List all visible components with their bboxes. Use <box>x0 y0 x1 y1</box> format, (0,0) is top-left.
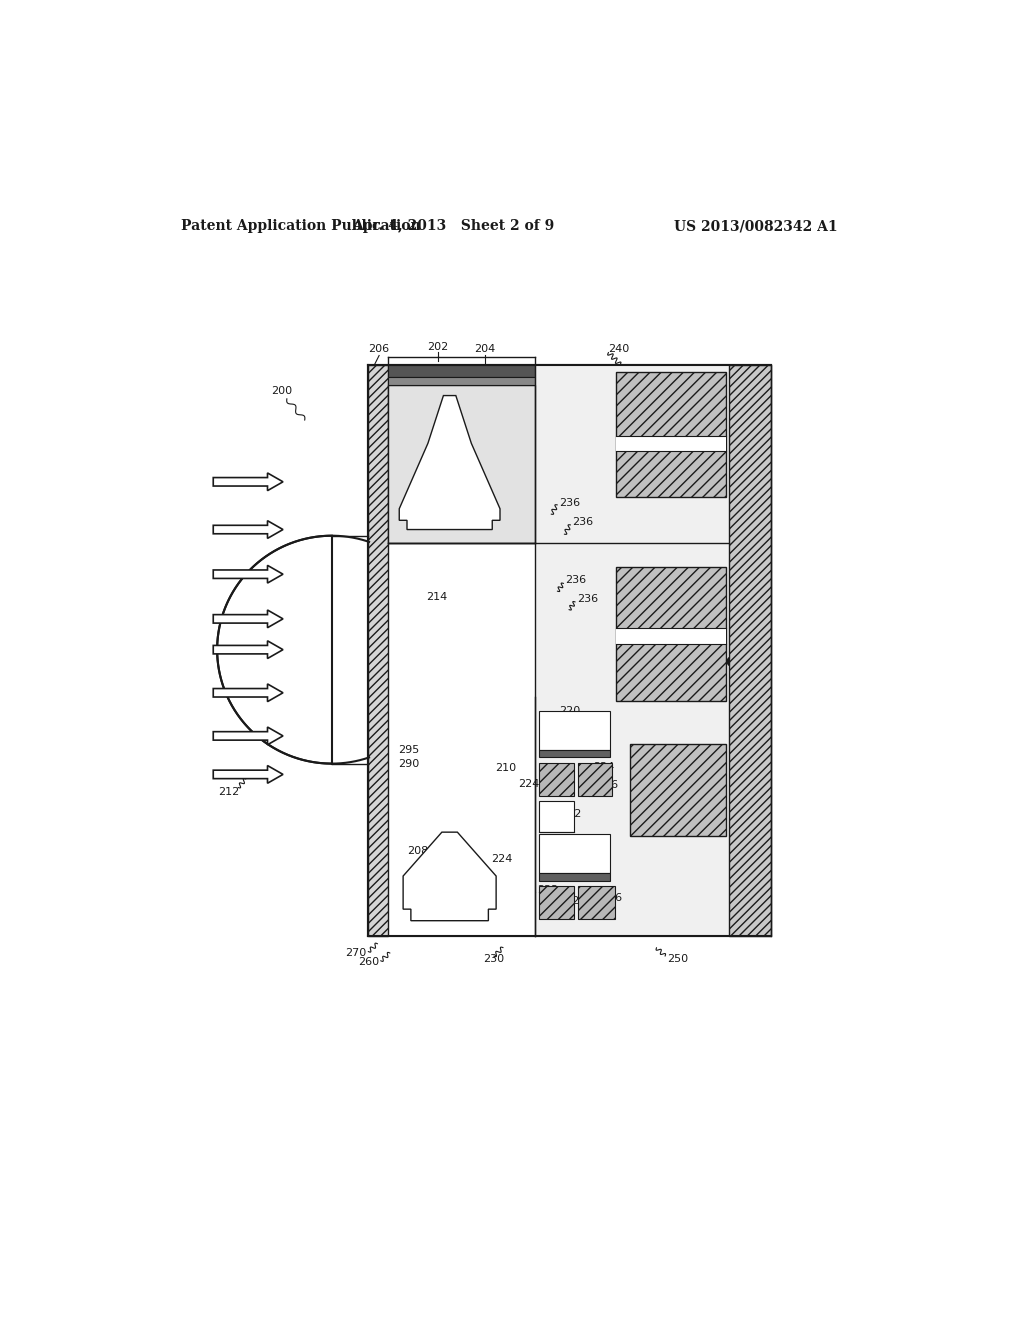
Polygon shape <box>535 364 771 936</box>
Polygon shape <box>388 385 535 544</box>
FancyArrow shape <box>213 565 283 583</box>
Polygon shape <box>616 628 726 644</box>
Text: 236: 236 <box>559 498 580 508</box>
Text: Apr. 4, 2013   Sheet 2 of 9: Apr. 4, 2013 Sheet 2 of 9 <box>352 219 555 234</box>
Polygon shape <box>403 832 496 921</box>
Text: Patent Application Publication: Patent Application Publication <box>180 219 420 234</box>
Text: 208: 208 <box>407 846 428 857</box>
Text: 216: 216 <box>484 513 506 524</box>
Text: US 2013/0082342 A1: US 2013/0082342 A1 <box>675 219 838 234</box>
Polygon shape <box>539 763 574 796</box>
Text: 208: 208 <box>477 397 498 407</box>
Polygon shape <box>539 873 610 880</box>
Text: 204: 204 <box>474 345 496 354</box>
Polygon shape <box>539 834 610 873</box>
Polygon shape <box>578 886 614 919</box>
Text: 4d: 4d <box>371 829 384 840</box>
Text: 236: 236 <box>597 780 618 791</box>
FancyArrow shape <box>213 727 283 744</box>
Polygon shape <box>369 364 771 936</box>
Polygon shape <box>616 566 726 701</box>
Polygon shape <box>388 364 535 378</box>
Polygon shape <box>729 364 771 936</box>
Text: 232: 232 <box>560 721 582 730</box>
Text: 290: 290 <box>397 759 419 770</box>
Text: 232: 232 <box>560 734 582 744</box>
Text: 214: 214 <box>426 593 447 602</box>
Polygon shape <box>539 750 610 758</box>
Text: 224: 224 <box>518 779 540 788</box>
Text: 236: 236 <box>565 576 586 585</box>
Text: 222: 222 <box>560 809 582 820</box>
Polygon shape <box>539 886 574 919</box>
FancyArrow shape <box>213 610 283 628</box>
FancyArrow shape <box>213 684 283 702</box>
Text: 234: 234 <box>593 762 614 772</box>
Text: 236: 236 <box>572 517 593 527</box>
Polygon shape <box>369 364 388 936</box>
Polygon shape <box>578 763 612 796</box>
Text: 230: 230 <box>483 954 505 964</box>
Polygon shape <box>388 378 535 385</box>
Polygon shape <box>399 396 500 529</box>
Text: 232: 232 <box>538 884 558 895</box>
Text: 236: 236 <box>577 594 598 603</box>
Text: 260: 260 <box>358 957 379 968</box>
FancyArrow shape <box>213 520 283 539</box>
Text: 212: 212 <box>218 787 240 797</box>
Text: 236: 236 <box>601 892 622 903</box>
Polygon shape <box>388 544 535 936</box>
FancyArrow shape <box>213 766 283 783</box>
Polygon shape <box>630 743 726 836</box>
Text: 210: 210 <box>496 763 516 774</box>
Text: 200: 200 <box>271 385 292 396</box>
Text: 224: 224 <box>490 854 512 865</box>
Polygon shape <box>539 801 574 832</box>
Text: 250: 250 <box>667 954 688 964</box>
Text: 270: 270 <box>345 948 367 958</box>
Text: 220: 220 <box>559 706 581 717</box>
Text: 206: 206 <box>369 345 390 354</box>
FancyArrow shape <box>213 473 283 491</box>
FancyArrow shape <box>213 640 283 659</box>
Text: 222: 222 <box>558 896 580 907</box>
Polygon shape <box>616 436 726 451</box>
Polygon shape <box>388 385 535 936</box>
Text: 202: 202 <box>427 342 449 352</box>
Text: FIG. 2: FIG. 2 <box>708 656 760 669</box>
Text: 240: 240 <box>608 345 630 354</box>
Polygon shape <box>616 372 726 498</box>
Polygon shape <box>539 711 610 750</box>
Text: 295: 295 <box>397 744 419 755</box>
